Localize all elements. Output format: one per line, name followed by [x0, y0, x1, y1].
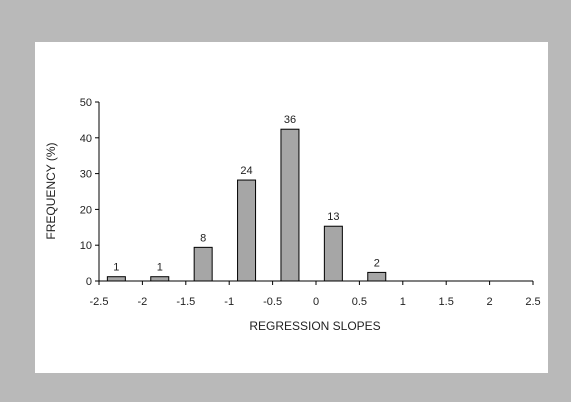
- x-tick-label: -1.5: [176, 296, 195, 308]
- x-tick-label: 2: [487, 296, 493, 308]
- bar: [367, 271, 387, 282]
- count-label: 8: [200, 232, 206, 244]
- x-tick-label: 1: [400, 296, 406, 308]
- bar: [150, 276, 170, 282]
- bar: [193, 246, 213, 282]
- count-label: 1: [113, 262, 119, 274]
- y-tick-label: 50: [80, 97, 92, 109]
- count-label: 36: [284, 114, 296, 126]
- x-axis-title: REGRESSION SLOPES: [249, 319, 380, 333]
- y-tick-label: 20: [80, 204, 92, 216]
- bar: [323, 225, 343, 282]
- bar: [280, 128, 300, 282]
- y-tick-label: 10: [80, 240, 92, 252]
- x-tick-label: -2: [138, 296, 148, 308]
- x-tick-label: 0: [313, 296, 319, 308]
- count-label: 24: [240, 165, 252, 177]
- y-axis-title: FREQUENCY (%): [44, 142, 58, 239]
- x-tick-label: -1: [224, 296, 234, 308]
- x-tick-label: 0.5: [352, 296, 367, 308]
- y-tick-label: 30: [80, 169, 92, 181]
- x-tick-label: 1.5: [439, 296, 454, 308]
- count-label: 2: [374, 257, 380, 269]
- count-label: 13: [327, 211, 339, 223]
- x-tick-label: -2.5: [90, 296, 109, 308]
- x-tick-label: -0.5: [263, 296, 282, 308]
- count-label: 1: [157, 262, 163, 274]
- x-tick-label: 2.5: [525, 296, 540, 308]
- bar: [237, 179, 257, 282]
- bar: [106, 276, 126, 282]
- y-tick-label: 40: [80, 133, 92, 145]
- y-tick-label: 0: [86, 276, 92, 288]
